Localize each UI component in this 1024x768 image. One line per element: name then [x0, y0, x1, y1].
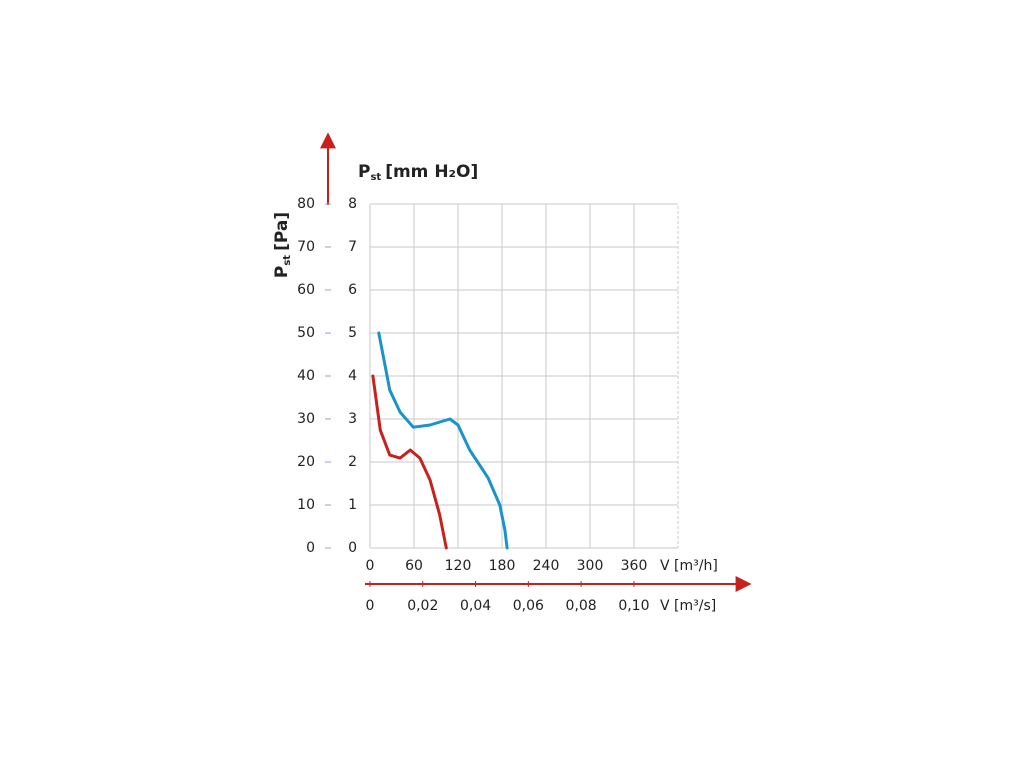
x2-tick-label: 0,02 — [407, 598, 438, 614]
y-tick-label: 4 — [348, 368, 357, 384]
y-tick-label: 7 — [348, 239, 357, 255]
series-line — [377, 331, 509, 550]
y-tick-label: 5 — [348, 325, 357, 341]
y-tick-label: 0 — [348, 540, 357, 556]
x-tick-label: 240 — [533, 558, 560, 574]
x-tick-label: 120 — [445, 558, 472, 574]
y-tick-label: 1 — [348, 497, 357, 513]
y2-tick-label: 70 — [297, 239, 315, 255]
x2-tick-label: 0,10 — [618, 598, 649, 614]
y-tick-label: 6 — [348, 282, 357, 298]
y-axis-title: Pst [mm H₂O] — [358, 162, 478, 183]
x-tick-label: 60 — [405, 558, 423, 574]
y2-tick-label: 50 — [297, 325, 315, 341]
y2-title-unit: [Pa] — [272, 212, 292, 251]
y2-tick-label: 20 — [297, 454, 315, 470]
y-title-subscript: st — [370, 172, 381, 183]
y-title-symbol: P — [358, 162, 370, 182]
y2-tick-label: 40 — [297, 368, 315, 384]
x-tick-label: 0 — [366, 558, 375, 574]
x2-tick-label: 0,08 — [566, 598, 597, 614]
y2-tick-label: 60 — [297, 282, 315, 298]
x2-tick-label: 0,04 — [460, 598, 491, 614]
y-tick-label: 3 — [348, 411, 357, 427]
x2-tick-label: 0,06 — [513, 598, 544, 614]
x-axis-title: V [m³/h] — [660, 558, 718, 574]
y2-title-symbol: P — [272, 266, 292, 278]
y2-tick-label: 80 — [297, 196, 315, 212]
y-tick-label: 8 — [348, 196, 357, 212]
y2-axis-title: Pst [Pa] — [272, 212, 293, 278]
y-title-unit: [mm H₂O] — [385, 162, 478, 182]
x-tick-label: 360 — [621, 558, 648, 574]
x-tick-label: 180 — [489, 558, 516, 574]
x2-axis-title: V [m³/s] — [660, 598, 716, 614]
x-tick-label: 300 — [577, 558, 604, 574]
y2-tick-label: 10 — [297, 497, 315, 513]
x2-tick-label: 0 — [366, 598, 375, 614]
series-line — [371, 374, 448, 550]
y2-title-subscript: st — [282, 255, 293, 266]
y2-tick-label: 30 — [297, 411, 315, 427]
y2-tick-label: 0 — [306, 540, 315, 556]
y-tick-label: 2 — [348, 454, 357, 470]
